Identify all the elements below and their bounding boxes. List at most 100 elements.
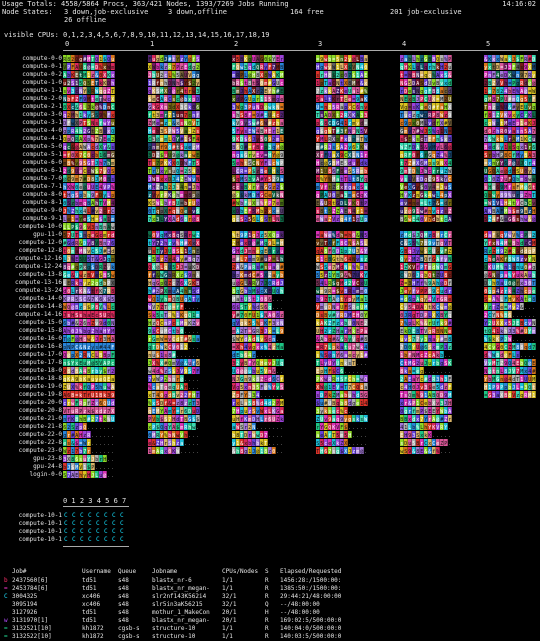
cpu-cell-glyph: d [448, 81, 451, 87]
cpu-cell-glyph: U [348, 89, 351, 95]
cpu-cell [500, 63, 504, 70]
cpu-cell-glyph: n [83, 233, 86, 239]
cpu-cell-glyph: e [344, 169, 347, 175]
cpu-cell-glyph: Z [156, 153, 159, 159]
cpu-cell-glyph: R [260, 65, 264, 71]
cpu-cell [244, 71, 248, 78]
cpu-cell-glyph: u [264, 257, 267, 263]
cpu-cell-glyph: 6 [408, 297, 411, 303]
cpu-cell-glyph: H [532, 209, 535, 215]
cpu-cell-glyph: B [107, 177, 110, 183]
cpu-cell-glyph: # [152, 289, 155, 295]
cpu-cell-glyph: q [532, 105, 535, 111]
cpu-cell-glyph: M [336, 161, 339, 167]
cpu-cell-glyph: 1 [440, 129, 443, 135]
cpu-cell-glyph: K [408, 265, 411, 271]
cpu-cell-glyph: g [79, 57, 82, 63]
cpu-cell-glyph: r [164, 113, 167, 119]
cpu-cell-glyph: L [83, 105, 86, 111]
cpu-cell-glyph: 8 [516, 257, 519, 263]
cpu-cell-glyph: v [340, 289, 343, 295]
cpu-cell-glyph: r [107, 233, 110, 239]
cpu-cell-glyph: c [320, 161, 323, 167]
cpu-cell-glyph: s [79, 313, 82, 319]
cpu-cell [420, 71, 424, 78]
cpu-cell-glyph: % [364, 89, 367, 95]
cpu-cell-glyph: 0 [260, 81, 263, 87]
cpu-cell-glyph: 8 [232, 289, 235, 295]
cpu-cell-glyph: N [496, 241, 499, 247]
cpu-cell-glyph: 0 [364, 289, 367, 295]
cpu-cell-glyph: n [152, 145, 155, 151]
cpu-cell-glyph: 8 [436, 113, 439, 119]
cpu-cell-glyph: C [168, 97, 171, 103]
cpu-cell-glyph: d [520, 241, 523, 247]
cpu-cell-glyph: 6 [180, 217, 183, 223]
cpu-cell-glyph: n [103, 225, 106, 231]
cpu-cell-glyph: 9 [448, 113, 451, 119]
cpu-cell-glyph: k [99, 81, 102, 87]
cpu-cell-glyph: a [488, 233, 491, 239]
cpu-cell-glyph: z [324, 273, 327, 279]
cpu-cell [280, 71, 284, 78]
cpu-cell-glyph: s [444, 209, 447, 215]
cpu-cell-glyph: N [256, 161, 259, 167]
cpu-cell-glyph: 5 [260, 273, 263, 279]
cpu-cell-glyph: q [364, 177, 367, 183]
node-label: compute-14-8 [19, 303, 62, 311]
cpu-cell-glyph: r [344, 185, 347, 191]
cpu-cell-glyph: M [71, 113, 74, 119]
cpu-cell-glyph: 9 [340, 273, 343, 279]
cpu-cell-glyph: u [232, 281, 235, 287]
cpu-cell-glyph: h [272, 89, 275, 95]
cpu-cell-glyph: M [504, 185, 507, 191]
cpu-cell-glyph: A [416, 297, 419, 303]
cpu-cell-glyph: m [160, 113, 163, 119]
cpu-cell-glyph: A [196, 273, 199, 279]
cpu-cell-glyph: 8 [504, 153, 507, 159]
cpu-cell-glyph: 6 [504, 161, 507, 167]
cpu-cell-glyph: H [444, 105, 447, 111]
cpu-cell [256, 55, 260, 62]
cpu-cell-glyph: F [504, 297, 507, 303]
column-number: 0 [65, 40, 69, 48]
cpu-cell-glyph: 4 [500, 241, 503, 247]
cpu-cell-glyph: # [508, 249, 511, 255]
cpu-cell-glyph: E [67, 281, 70, 287]
cpu-cell-glyph: f [332, 241, 335, 247]
cpu-cell-glyph: 1 [352, 153, 355, 159]
cpu-cell-glyph: M [356, 81, 359, 87]
cpu-cell-glyph: 5 [320, 273, 323, 279]
cpu-cell-glyph: G [260, 57, 263, 63]
cpu-cell-glyph: s [256, 201, 259, 207]
cpu-cell-glyph: f [152, 273, 155, 279]
cpu-cell-glyph: q [436, 129, 439, 135]
cpu-cell-glyph: Q [107, 169, 110, 175]
cpu-cell-glyph: D [416, 305, 419, 311]
cpu-cell-glyph: c [236, 185, 239, 191]
cpu-cell-glyph: J [520, 161, 523, 167]
cpu-cell-glyph: K [236, 137, 239, 143]
cpu-cell-glyph: c [448, 273, 451, 279]
cpu-cell-glyph: d [492, 145, 495, 151]
cpu-cell-glyph: h [520, 289, 523, 295]
cpu-cell [148, 71, 152, 78]
cpu-cell-glyph: M [352, 81, 355, 87]
cpu-cell-glyph: V [236, 121, 239, 127]
cpu-cell-glyph: t [152, 113, 155, 119]
cpu-cell [264, 63, 268, 70]
cpu-cell-glyph: 4 [440, 193, 443, 199]
cpu-cell-glyph: T [95, 81, 98, 87]
cpu-cell-glyph: y [87, 113, 90, 119]
cpu-cell [412, 55, 416, 62]
cpu-cell [184, 55, 188, 62]
cpu-cell-glyph: w [111, 225, 115, 231]
cpu-cell-glyph: z [320, 89, 323, 95]
cpu-cell-glyph: z [83, 273, 86, 279]
cpu-cell-glyph: S [91, 113, 94, 119]
cpu-cell [340, 55, 344, 62]
cpu-cell-glyph: v [440, 249, 443, 255]
cpu-cell-glyph: 1 [360, 153, 363, 159]
cpu-cell [428, 55, 432, 62]
